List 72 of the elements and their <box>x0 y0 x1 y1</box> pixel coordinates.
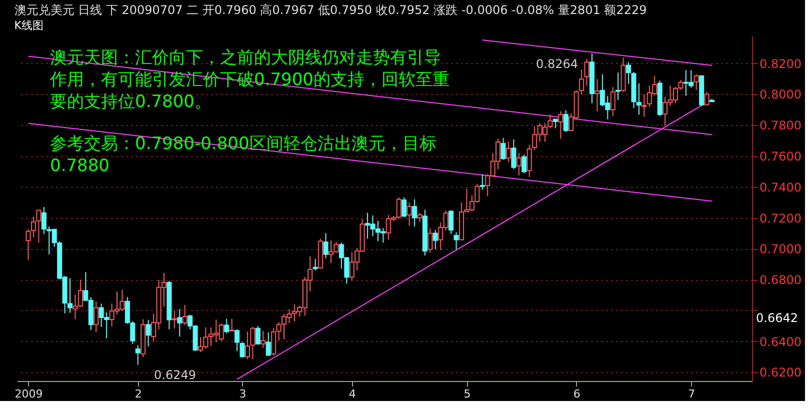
candlestick <box>506 141 511 162</box>
candlestick <box>177 308 182 338</box>
candlestick <box>224 318 230 334</box>
candlestick <box>563 110 568 133</box>
annotation: 0.6249 <box>154 368 196 382</box>
candlestick <box>522 154 527 174</box>
chart-subtitle: K线图 <box>14 19 44 32</box>
candlestick <box>406 202 412 226</box>
y-tick-label: 0.6400 <box>760 334 802 349</box>
candlestick <box>182 304 188 326</box>
y-tick-label: 0.7600 <box>760 149 802 164</box>
annotation: 要的支持位0.7800。 <box>50 92 212 112</box>
candlestick <box>511 138 516 170</box>
candlestick <box>584 58 590 86</box>
candlestick <box>548 114 553 129</box>
candlestick <box>526 144 532 178</box>
y-tick-label: 0.8200 <box>760 56 802 71</box>
annotation: 0.8264 <box>536 57 578 71</box>
candlestick <box>260 330 266 348</box>
candlestick <box>312 258 318 272</box>
candlestick <box>694 74 699 90</box>
y-tick-label: 0.7400 <box>760 180 802 194</box>
candlestick <box>26 228 31 260</box>
candlestick <box>417 212 422 222</box>
candlestick <box>616 72 621 100</box>
x-tick-label: 4 <box>348 388 356 400</box>
candlestick <box>500 138 506 160</box>
x-tick-label: 6 <box>573 388 580 400</box>
candlestick <box>30 216 36 238</box>
candlestick <box>250 326 256 360</box>
candlestick <box>432 229 438 250</box>
candlestick <box>610 86 616 116</box>
candlestick <box>135 344 140 366</box>
candlestick <box>428 228 433 254</box>
candlestick <box>704 91 710 106</box>
candlestick <box>448 210 454 234</box>
candlestick <box>244 331 250 360</box>
candlestick <box>323 232 328 259</box>
text: 0.6642 <box>756 311 798 325</box>
x-tick-label: 3 <box>239 388 246 400</box>
candlestick <box>229 318 234 332</box>
annotation: 0.7880 <box>50 156 110 176</box>
chart-title: 澳元兑美元 日线 下 20090707 二 开0.7960 高0.7967 低0.7950 收0.7952 涨跌 -0.0006 -0.08% 量2801 额2229 <box>14 3 647 17</box>
candlestick <box>594 78 600 112</box>
y-tick-label: 0.7200 <box>760 211 802 226</box>
candlestick <box>558 110 564 140</box>
candlestick <box>642 94 647 118</box>
y-tick-label: 0.7000 <box>760 242 802 256</box>
y-tick-label: 0.6200 <box>760 366 802 380</box>
candlestick <box>240 342 245 358</box>
candlestick <box>480 174 485 190</box>
candlestick <box>516 152 522 176</box>
candlestick <box>36 210 42 244</box>
x-tick-label: 2009 <box>14 388 43 400</box>
y-tick-label: 0.7800 <box>760 118 802 133</box>
candlestick <box>636 82 642 116</box>
candlestick <box>255 326 260 346</box>
candlestick <box>412 198 418 227</box>
x-tick-label: 2 <box>134 388 142 400</box>
x-tick-label: 7 <box>688 388 696 400</box>
candlestick <box>579 69 584 95</box>
candlestick <box>454 232 459 250</box>
candlestick <box>402 196 407 218</box>
candlestick <box>94 300 99 333</box>
y-tick-label: 0.8000 <box>760 88 802 102</box>
candlestick <box>146 319 151 347</box>
y-tick-label: 0.6800 <box>760 273 802 288</box>
candlestick <box>234 328 240 352</box>
candlestick <box>396 196 402 220</box>
x-tick-label: 5 <box>464 388 471 400</box>
candlestick <box>626 62 632 84</box>
candlestick <box>266 332 271 356</box>
